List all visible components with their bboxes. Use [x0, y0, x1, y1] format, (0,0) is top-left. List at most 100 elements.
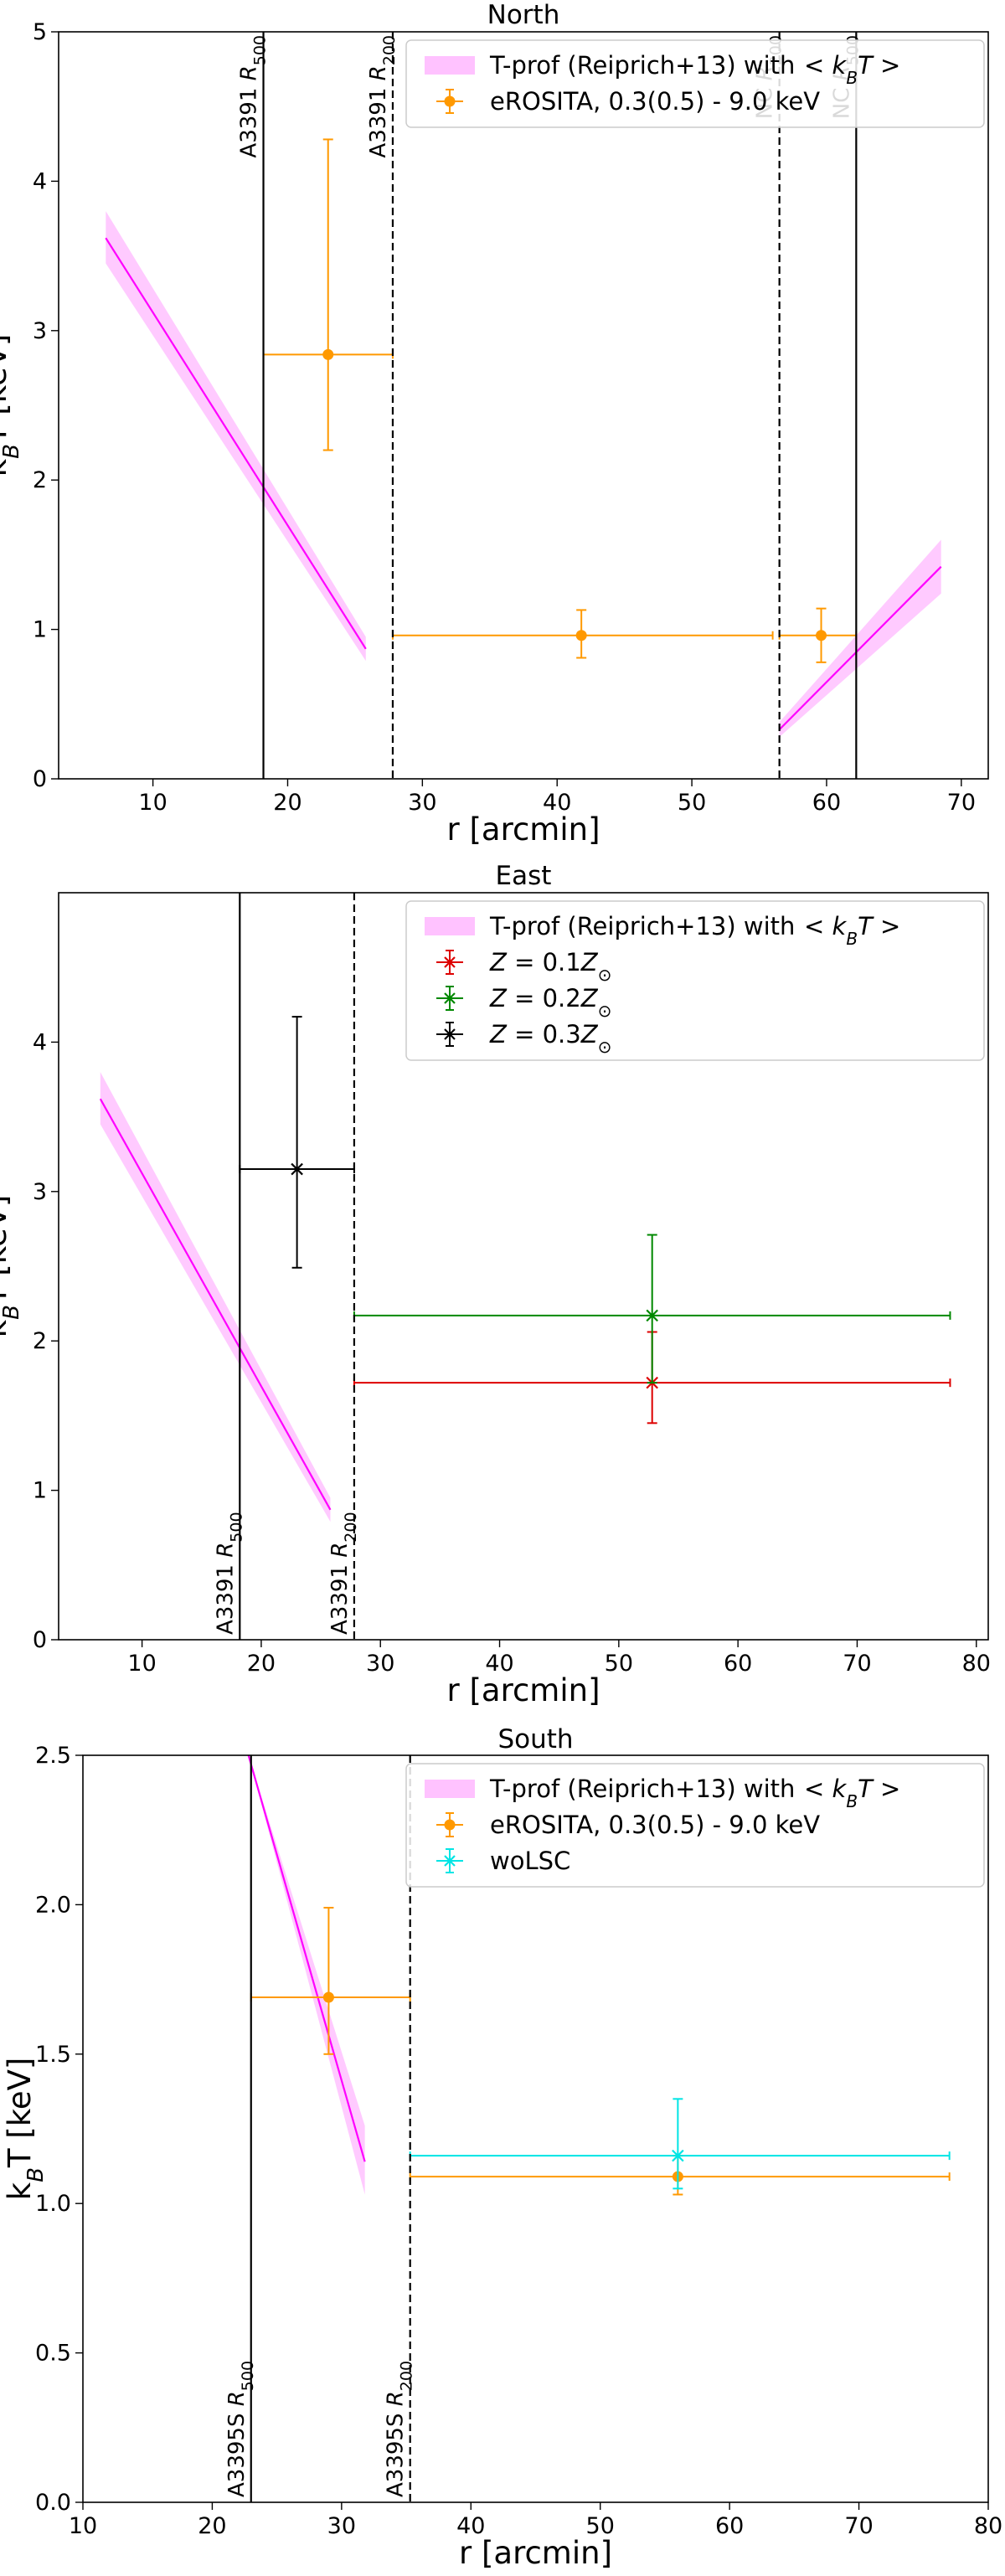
y-tick-label: 2.0: [35, 1892, 71, 1918]
x-tick-label: 20: [273, 790, 302, 816]
chart-panel-north: North 10 20 30 40 50 60 70 0 1 2 3 4 5 r [arcmin] kBT […: [0, 0, 989, 848]
panel-title: North: [487, 0, 560, 30]
legend-label: T-prof (Reiprich+13) with: [489, 912, 795, 940]
legend: T-prof (Reiprich+13) with < kBT >eROSITA,…: [405, 1763, 985, 1888]
x-tick-label: 10: [69, 2513, 97, 2539]
data-point: [322, 348, 334, 360]
tprof-line: [778, 565, 942, 730]
plot-area: [105, 138, 942, 738]
y-tick-label: 1: [33, 1478, 47, 1504]
tprof-band: [779, 539, 941, 738]
x-tick-label: 20: [247, 1651, 276, 1677]
panel-title: South: [497, 1724, 573, 1754]
y-tick-label: 4: [33, 1029, 47, 1055]
x-tick-label: 30: [366, 1651, 394, 1677]
legend-marker: [444, 1028, 456, 1040]
legend-label: T-prof (Reiprich+13) with: [489, 1775, 795, 1803]
x-tick-label: 70: [947, 790, 976, 816]
data-point: [672, 2149, 684, 2162]
legend: T-prof (Reiprich+13) with < kBT > Z = 0.1Z…: [405, 900, 985, 1061]
axes-frame: [82, 1754, 989, 2503]
legend-label: T-prof (Reiprich+13) with: [489, 51, 795, 80]
y-tick-label: 1.0: [35, 2191, 71, 2217]
x-tick-label: 10: [127, 1651, 156, 1677]
x-tick-label: 10: [138, 790, 167, 816]
tprof-band: [106, 211, 366, 662]
x-tick-label: 70: [844, 2513, 873, 2539]
legend-label: Z = 0.2Z⊙: [489, 984, 611, 1021]
legend-label: woLSC: [490, 1847, 570, 1875]
legend-math: < kBT >: [804, 912, 900, 949]
vertical-line-label: A3391 R500: [237, 35, 270, 158]
y-tick-label: 3: [33, 318, 47, 344]
y-axis-label: kBT [keV]: [0, 1195, 24, 1338]
data-point: [646, 1309, 658, 1322]
axes-frame: [58, 31, 989, 780]
y-tick-label: 2: [33, 1328, 47, 1354]
y-tick-label: 5: [33, 19, 47, 45]
legend-label: eROSITA, 0.3(0.5) - 9.0 keV: [490, 87, 820, 116]
y-axis-label: kBT [keV]: [0, 334, 24, 477]
y-tick-label: 0.5: [35, 2341, 71, 2367]
legend-marker: [444, 992, 456, 1004]
tprof-line: [247, 1755, 366, 2162]
legend-frame: [405, 900, 985, 1061]
legend-marker: [444, 95, 456, 107]
x-tick-label: 80: [974, 2513, 1002, 2539]
legend: T-prof (Reiprich+13) with < kBT >eROSITA,…: [405, 39, 985, 128]
y-tick-label: 0: [33, 1627, 47, 1653]
x-tick-label: 50: [605, 1651, 633, 1677]
legend-band-swatch: [425, 917, 475, 935]
x-tick-label: 60: [724, 1651, 752, 1677]
tprof-line: [105, 237, 367, 650]
y-tick-label: 3: [33, 1179, 47, 1205]
x-tick-label: 70: [843, 1651, 871, 1677]
vertical-line-label: A3391 R200: [327, 1512, 360, 1635]
x-tick-label: 60: [812, 790, 841, 816]
legend-label: Z = 0.3Z⊙: [489, 1020, 611, 1057]
x-axis-label: r [arcmin]: [446, 811, 600, 848]
legend-band-swatch: [425, 56, 475, 75]
x-tick-label: 30: [408, 790, 436, 816]
legend-label: Z = 0.1Z⊙: [489, 948, 611, 985]
vertical-line-label: A3391 R500: [213, 1512, 245, 1635]
tprof-band: [248, 1755, 365, 2195]
x-tick-label: 40: [456, 2513, 485, 2539]
vertical-line-label: A3395S R200: [384, 2361, 416, 2497]
legend-marker: [444, 956, 456, 968]
y-tick-label: 0.0: [35, 2490, 71, 2516]
legend-frame: [405, 39, 985, 128]
chart-panel-east: East 10 20 30 40 50 60 70 80 0 1 2 3 4 r [arcmin] kBT […: [0, 861, 991, 1708]
y-tick-label: 2.5: [35, 1743, 71, 1769]
data-point: [575, 630, 587, 641]
legend-marker: [444, 1855, 456, 1867]
x-tick-label: 30: [327, 2513, 356, 2539]
legend-band-swatch: [425, 1780, 475, 1798]
x-tick-label: 50: [586, 2513, 615, 2539]
legend-marker: [444, 1819, 456, 1831]
legend-label: eROSITA, 0.3(0.5) - 9.0 keV: [490, 1811, 820, 1839]
chart-panel-south: South 10 20 30 40 50 60 70 80 0.0 0.5 1.0 1.5 2.0 2.5 r…: [2, 1724, 1002, 2571]
y-axis-label: kBT [keV]: [2, 2058, 49, 2201]
vertical-line-label: A3391 R200: [366, 35, 399, 158]
legend-math: < kBT >: [804, 1775, 900, 1811]
x-tick-label: 50: [678, 790, 706, 816]
plot-area: [247, 1755, 951, 2196]
data-point: [322, 1991, 334, 2003]
y-tick-label: 1: [33, 617, 47, 643]
x-tick-label: 40: [485, 1651, 513, 1677]
plot-area: [99, 1016, 951, 1522]
panel-title: East: [496, 861, 552, 891]
legend-frame: [405, 1763, 985, 1888]
axes-frame: [58, 892, 989, 1641]
legend-math: < kBT >: [804, 51, 900, 88]
x-tick-label: 80: [962, 1651, 991, 1677]
tprof-band: [100, 1072, 331, 1522]
y-tick-label: 4: [33, 168, 47, 194]
x-axis-label: r [arcmin]: [446, 1672, 600, 1708]
x-axis-label: r [arcmin]: [459, 2535, 612, 2571]
y-tick-label: 0: [33, 766, 47, 792]
vertical-line-label: A3395S R500: [224, 2361, 257, 2497]
y-tick-label: 1.5: [35, 2042, 71, 2068]
